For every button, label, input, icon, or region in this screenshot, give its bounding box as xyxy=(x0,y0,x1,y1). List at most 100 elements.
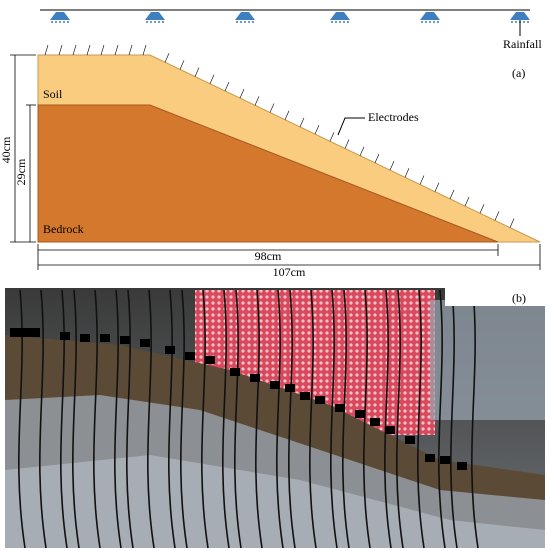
wire xyxy=(438,289,446,549)
electrode-pointer xyxy=(337,117,365,136)
panel-a: Rainfall (a) Electrodes Soil Bedrock 40c… xyxy=(0,9,542,279)
marker xyxy=(405,436,415,444)
wire xyxy=(201,289,209,549)
drop xyxy=(59,21,61,23)
marker xyxy=(270,381,280,389)
marker xyxy=(315,396,325,404)
drop xyxy=(55,21,57,23)
drop xyxy=(162,21,164,23)
drop xyxy=(343,21,345,23)
drop xyxy=(515,21,517,23)
marker xyxy=(120,336,130,344)
wire xyxy=(147,289,155,549)
electrode xyxy=(434,182,440,192)
wire xyxy=(330,289,338,549)
drop xyxy=(421,21,423,23)
electrode xyxy=(344,139,350,149)
wire xyxy=(60,289,68,549)
marker xyxy=(250,374,260,382)
wire xyxy=(222,289,230,549)
electrodes-label: Electrodes xyxy=(368,110,419,124)
electrode xyxy=(509,218,515,228)
drop xyxy=(154,21,156,23)
drop xyxy=(67,21,69,23)
electrode xyxy=(404,168,410,178)
electrode xyxy=(284,110,290,120)
electrode xyxy=(179,60,185,70)
drop xyxy=(244,21,246,23)
wire xyxy=(276,289,284,549)
marker xyxy=(457,462,467,470)
wire xyxy=(384,289,392,549)
rainfall-label: Rainfall xyxy=(503,37,542,51)
marker xyxy=(425,454,435,462)
electrode xyxy=(239,89,245,99)
panel-b: (b) xyxy=(5,288,545,549)
length-total: 107cm xyxy=(273,265,306,279)
length-bedrock: 98cm xyxy=(255,249,282,263)
wire xyxy=(342,289,350,549)
drop xyxy=(331,21,333,23)
drop xyxy=(339,21,341,23)
wires xyxy=(10,289,479,549)
bedrock-label: Bedrock xyxy=(43,222,84,236)
wire xyxy=(126,289,134,549)
electrode xyxy=(479,204,485,214)
drop xyxy=(240,21,242,23)
wire xyxy=(234,289,242,549)
sprinkler xyxy=(330,12,350,20)
wire xyxy=(288,289,296,549)
marker xyxy=(60,332,70,340)
marker xyxy=(300,392,310,400)
wire xyxy=(417,289,425,549)
electrode xyxy=(114,44,119,56)
electrode xyxy=(142,44,147,56)
drop xyxy=(335,21,337,23)
marker xyxy=(230,368,240,376)
sprinkler xyxy=(145,12,165,20)
electrode xyxy=(494,211,500,221)
wire xyxy=(180,289,188,549)
drop xyxy=(146,21,148,23)
drop xyxy=(511,21,513,23)
height-bedrock: 29cm xyxy=(14,158,28,185)
electrode xyxy=(44,44,49,56)
drop xyxy=(437,21,439,23)
electrode xyxy=(314,124,320,135)
base-photo xyxy=(5,455,545,548)
electrode xyxy=(72,44,77,56)
electrode xyxy=(269,103,275,113)
marker xyxy=(185,352,195,360)
electrode xyxy=(128,44,133,56)
wire xyxy=(396,289,404,549)
electrode xyxy=(58,44,63,56)
electrode xyxy=(164,53,170,63)
electrode xyxy=(449,189,455,199)
sprinkler xyxy=(510,12,530,20)
marker xyxy=(100,334,110,342)
electrode xyxy=(359,146,365,156)
drop xyxy=(433,21,435,23)
electrode xyxy=(209,74,215,84)
wire xyxy=(39,289,47,549)
wire xyxy=(72,289,80,549)
electrode xyxy=(254,96,260,106)
marker xyxy=(10,328,40,337)
drop xyxy=(523,21,525,23)
window xyxy=(430,300,545,420)
marker xyxy=(385,426,395,434)
electrode xyxy=(86,44,91,56)
wire xyxy=(450,289,458,549)
wire xyxy=(309,289,317,549)
electrode xyxy=(100,44,105,56)
panel-label-b: (b) xyxy=(512,291,526,305)
drop xyxy=(425,21,427,23)
drop xyxy=(51,21,53,23)
marker xyxy=(335,404,345,412)
electrode xyxy=(419,175,425,185)
dimension-lines xyxy=(10,54,541,270)
electrodes xyxy=(44,44,515,228)
drop xyxy=(347,21,349,23)
wire xyxy=(471,289,479,549)
